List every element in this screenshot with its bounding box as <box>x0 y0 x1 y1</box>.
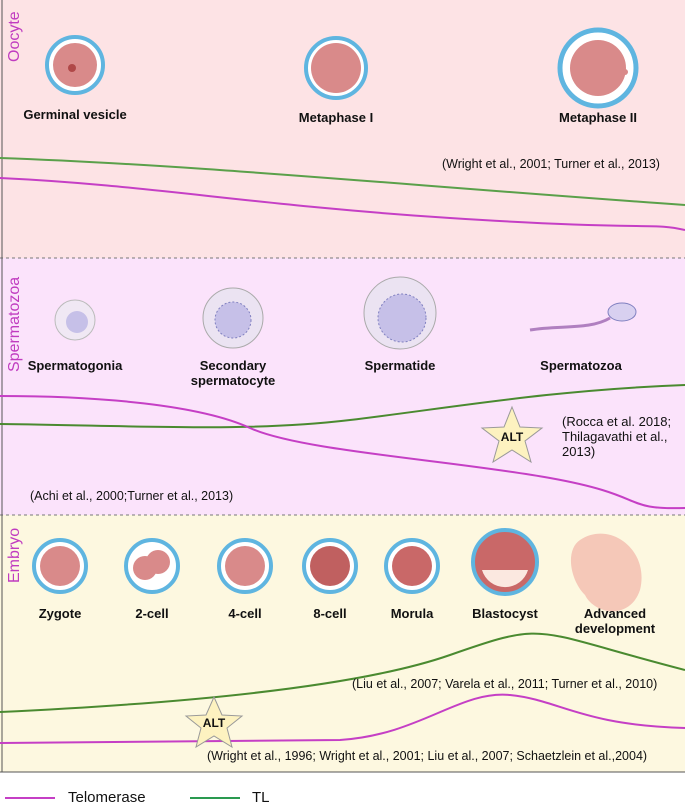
stage-label: Morula <box>390 606 434 621</box>
telomerase-curve <box>0 693 685 744</box>
badge: ALT <box>202 716 226 730</box>
tl-curve <box>0 632 685 713</box>
citation: (Achi et al., 2000;Turner et al., 2013) <box>30 489 234 503</box>
stage-label: Spermatide <box>364 358 436 373</box>
tl-curve <box>0 384 685 429</box>
telomerase-curve <box>0 395 685 510</box>
star <box>480 405 544 464</box>
stage-label: Metaphase II <box>558 110 638 125</box>
cell-icon <box>45 27 639 109</box>
stage-label: Zygote <box>38 606 82 621</box>
citation: (Wright et al., 1996; Wright et al., 200… <box>207 749 648 763</box>
cell-icon <box>32 528 642 612</box>
badge: ALT <box>500 430 524 444</box>
stage-label: 2-cell <box>135 606 169 621</box>
sperm-panel <box>0 258 685 515</box>
stage-label: Secondary spermatocyte <box>190 358 276 388</box>
tl-curve <box>0 157 685 206</box>
star <box>184 695 244 749</box>
panel-label: Oocyte <box>6 11 23 62</box>
stage-label: Blastocyst <box>472 606 538 621</box>
legend-label: TL <box>252 789 270 806</box>
citation: (Wright et al., 2001; Turner et al., 201… <box>442 157 660 171</box>
stage-label: Spermatozoa <box>540 358 622 373</box>
stage-label: Advanced development <box>574 606 656 636</box>
stage-label: 4-cell <box>228 606 262 621</box>
stage-label: Germinal vesicle <box>23 107 127 122</box>
telomerase-curve <box>0 177 685 231</box>
panel-label: Embryo <box>6 527 23 583</box>
citation: (Liu et al., 2007; Varela et al., 2011; … <box>352 677 658 691</box>
stage-label: Spermatogonia <box>27 358 123 373</box>
stage-label: Metaphase I <box>298 110 374 125</box>
citation: (Rocca et al. 2018; Thilagavathi et al.,… <box>562 414 672 459</box>
stage-label: 8-cell <box>313 606 347 621</box>
cell-icon <box>54 276 637 350</box>
legend-label: Telomerase <box>68 789 146 806</box>
